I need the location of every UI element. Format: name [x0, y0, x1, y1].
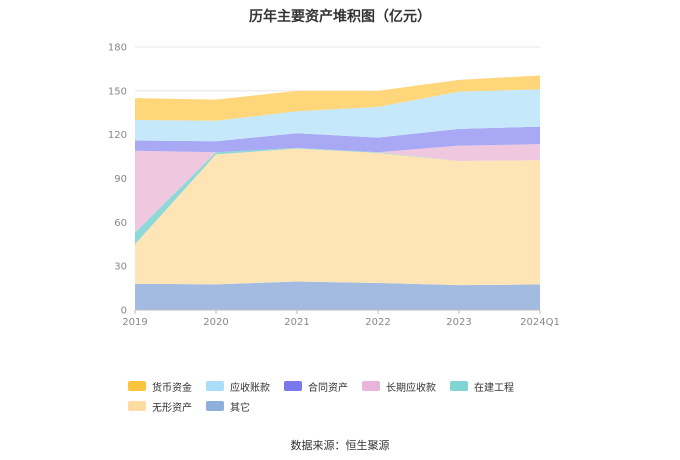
legend-swatch: [128, 381, 146, 391]
area-series-其它: [135, 281, 540, 310]
legend-label: 在建工程: [474, 382, 514, 394]
legend-item[interactable]: 其它: [206, 399, 250, 414]
legend-swatch: [284, 381, 302, 391]
x-tick-label: 2020: [203, 317, 228, 328]
legend-swatch: [128, 401, 146, 411]
legend-label: 合同资产: [308, 382, 348, 394]
area-series-合同资产: [135, 126, 540, 153]
x-tick-label: 2023: [446, 317, 471, 328]
legend-item[interactable]: 合同资产: [284, 379, 348, 394]
area-series-长期应收款: [135, 144, 540, 233]
legend-label: 应收账款: [230, 382, 270, 394]
x-tick-label: 2024Q1: [520, 317, 560, 328]
legend-label: 货币资金: [152, 382, 192, 394]
legend-item[interactable]: 长期应收款: [362, 379, 436, 394]
legend-label: 长期应收款: [386, 382, 436, 394]
legend-item[interactable]: 应收账款: [206, 379, 270, 394]
legend-label: 其它: [230, 402, 250, 414]
y-tick-label: 120: [108, 130, 127, 141]
legend-item[interactable]: 无形资产: [128, 399, 192, 414]
chart-title: 历年主要资产堆积图（亿元）: [249, 9, 431, 25]
legend-swatch: [362, 381, 380, 391]
area-layer: [135, 75, 540, 310]
x-tick-label: 2019: [122, 317, 147, 328]
y-tick-label: 0: [121, 306, 127, 317]
legend-swatch: [206, 401, 224, 411]
x-tick-label: 2021: [284, 317, 309, 328]
y-tick-label: 60: [114, 218, 127, 229]
legend-item[interactable]: 货币资金: [128, 379, 192, 394]
area-series-无形资产: [135, 148, 540, 286]
y-tick-label: 180: [108, 43, 127, 54]
y-tick-label: 30: [114, 262, 127, 273]
area-series-货币资金: [135, 75, 540, 121]
x-tick-label: 2022: [365, 317, 390, 328]
y-tick-label: 90: [114, 174, 127, 185]
legend: 货币资金 应收账款 合同资产 长期应收款 在建工程无形资产 其它: [128, 379, 568, 414]
legend-swatch: [206, 381, 224, 391]
y-tick-label: 150: [108, 86, 127, 97]
legend-item[interactable]: 在建工程: [450, 379, 514, 394]
area-series-应收账款: [135, 89, 540, 142]
source-note: 数据来源：恒生聚源: [290, 439, 390, 452]
axis-layer: 0 30 60 90 120 150 180 2019 2020 2021 2022 2023 2024…: [108, 43, 560, 329]
stacked-area-chart: 0 30 60 90 120 150 180 2019 2020 2021 2022 2023 2024…: [108, 43, 560, 329]
legend-label: 无形资产: [152, 402, 192, 414]
legend-swatch: [450, 381, 468, 391]
